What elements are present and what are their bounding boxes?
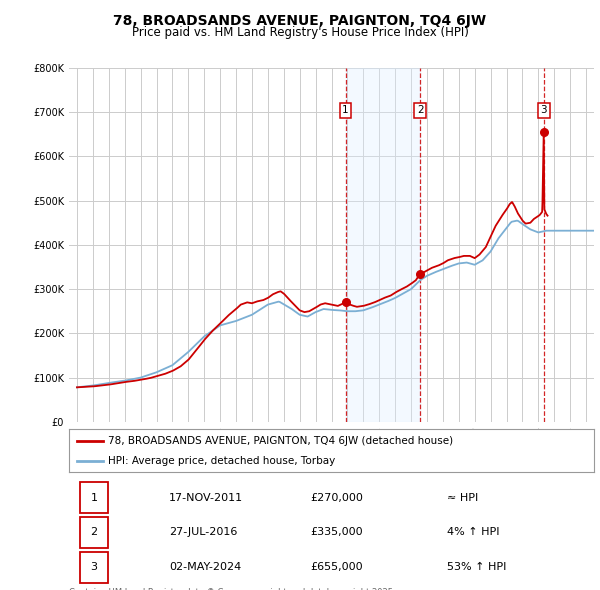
Text: £335,000: £335,000	[311, 527, 363, 537]
Text: 2: 2	[91, 527, 97, 537]
Text: 78, BROADSANDS AVENUE, PAIGNTON, TQ4 6JW: 78, BROADSANDS AVENUE, PAIGNTON, TQ4 6JW	[113, 14, 487, 28]
Text: 17-NOV-2011: 17-NOV-2011	[169, 493, 243, 503]
FancyBboxPatch shape	[79, 552, 109, 583]
Text: Contains HM Land Registry data © Crown copyright and database right 2025.
This d: Contains HM Land Registry data © Crown c…	[69, 588, 395, 590]
Text: 3: 3	[91, 562, 97, 572]
Text: £270,000: £270,000	[311, 493, 364, 503]
Text: Price paid vs. HM Land Registry's House Price Index (HPI): Price paid vs. HM Land Registry's House …	[131, 26, 469, 39]
Text: 3: 3	[541, 106, 547, 115]
Text: 27-JUL-2016: 27-JUL-2016	[169, 527, 237, 537]
Text: 2: 2	[417, 106, 424, 115]
Text: 1: 1	[91, 493, 97, 503]
Text: 53% ↑ HPI: 53% ↑ HPI	[447, 562, 506, 572]
Text: 02-MAY-2024: 02-MAY-2024	[169, 562, 241, 572]
Text: £655,000: £655,000	[311, 562, 363, 572]
Text: 4% ↑ HPI: 4% ↑ HPI	[447, 527, 499, 537]
Text: 78, BROADSANDS AVENUE, PAIGNTON, TQ4 6JW (detached house): 78, BROADSANDS AVENUE, PAIGNTON, TQ4 6JW…	[109, 436, 454, 446]
Text: 1: 1	[342, 106, 349, 115]
Bar	[346, 68, 420, 422]
Text: ≈ HPI: ≈ HPI	[447, 493, 478, 503]
FancyBboxPatch shape	[79, 482, 109, 513]
Text: HPI: Average price, detached house, Torbay: HPI: Average price, detached house, Torb…	[109, 456, 335, 466]
FancyBboxPatch shape	[79, 517, 109, 548]
